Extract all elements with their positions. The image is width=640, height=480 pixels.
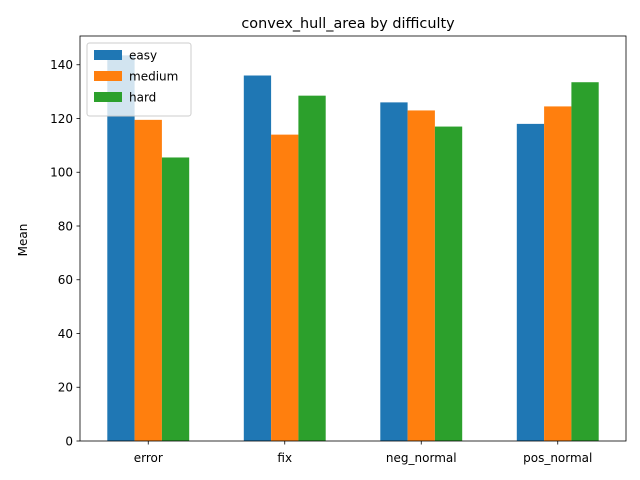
bar-hard-pos_normal	[571, 82, 599, 441]
x-axis: error fix neg_normal pos_normal	[134, 441, 592, 465]
bar-hard-neg_normal	[434, 126, 463, 441]
legend-swatch-hard	[94, 92, 122, 102]
y-tick-label: 20	[58, 381, 73, 395]
legend: easy medium hard	[86, 42, 192, 117]
x-tick-label: fix	[277, 451, 292, 465]
bar-hard-fix	[298, 95, 326, 441]
x-tick-label: pos_normal	[523, 451, 592, 465]
bar-hard-error	[161, 157, 190, 441]
plot-frame	[79, 35, 627, 442]
y-tick-label: 60	[58, 273, 73, 287]
bar-medium-error	[134, 119, 162, 442]
legend-swatch-easy	[94, 50, 122, 60]
chart-title: convex_hull_area by difficulty	[241, 16, 455, 32]
bars-group	[107, 55, 599, 442]
y-tick-label: 40	[58, 327, 73, 341]
bar-medium-pos_normal	[544, 106, 572, 442]
legend-label-medium: medium	[129, 70, 178, 84]
legend-swatch-medium	[94, 71, 122, 81]
y-axis-label: Mean	[16, 224, 30, 257]
bar-medium-neg_normal	[407, 110, 435, 442]
bar-easy-error	[107, 55, 135, 441]
x-tick-label: neg_normal	[386, 451, 457, 465]
bar-medium-fix	[271, 134, 299, 441]
y-tick-label: 140	[50, 58, 73, 72]
y-axis: 0 20 40 60 80 100 120 140	[50, 58, 80, 448]
bar-easy-pos_normal	[516, 123, 545, 442]
bar-easy-neg_normal	[380, 102, 408, 442]
x-tick-label: error	[134, 451, 163, 465]
y-tick-label: 120	[50, 112, 73, 126]
legend-label-easy: easy	[129, 49, 157, 63]
y-tick-label: 100	[50, 166, 73, 180]
y-tick-label: 80	[58, 219, 73, 233]
y-tick-label: 0	[65, 434, 73, 448]
bar-easy-fix	[243, 75, 272, 441]
legend-label-hard: hard	[129, 91, 156, 105]
